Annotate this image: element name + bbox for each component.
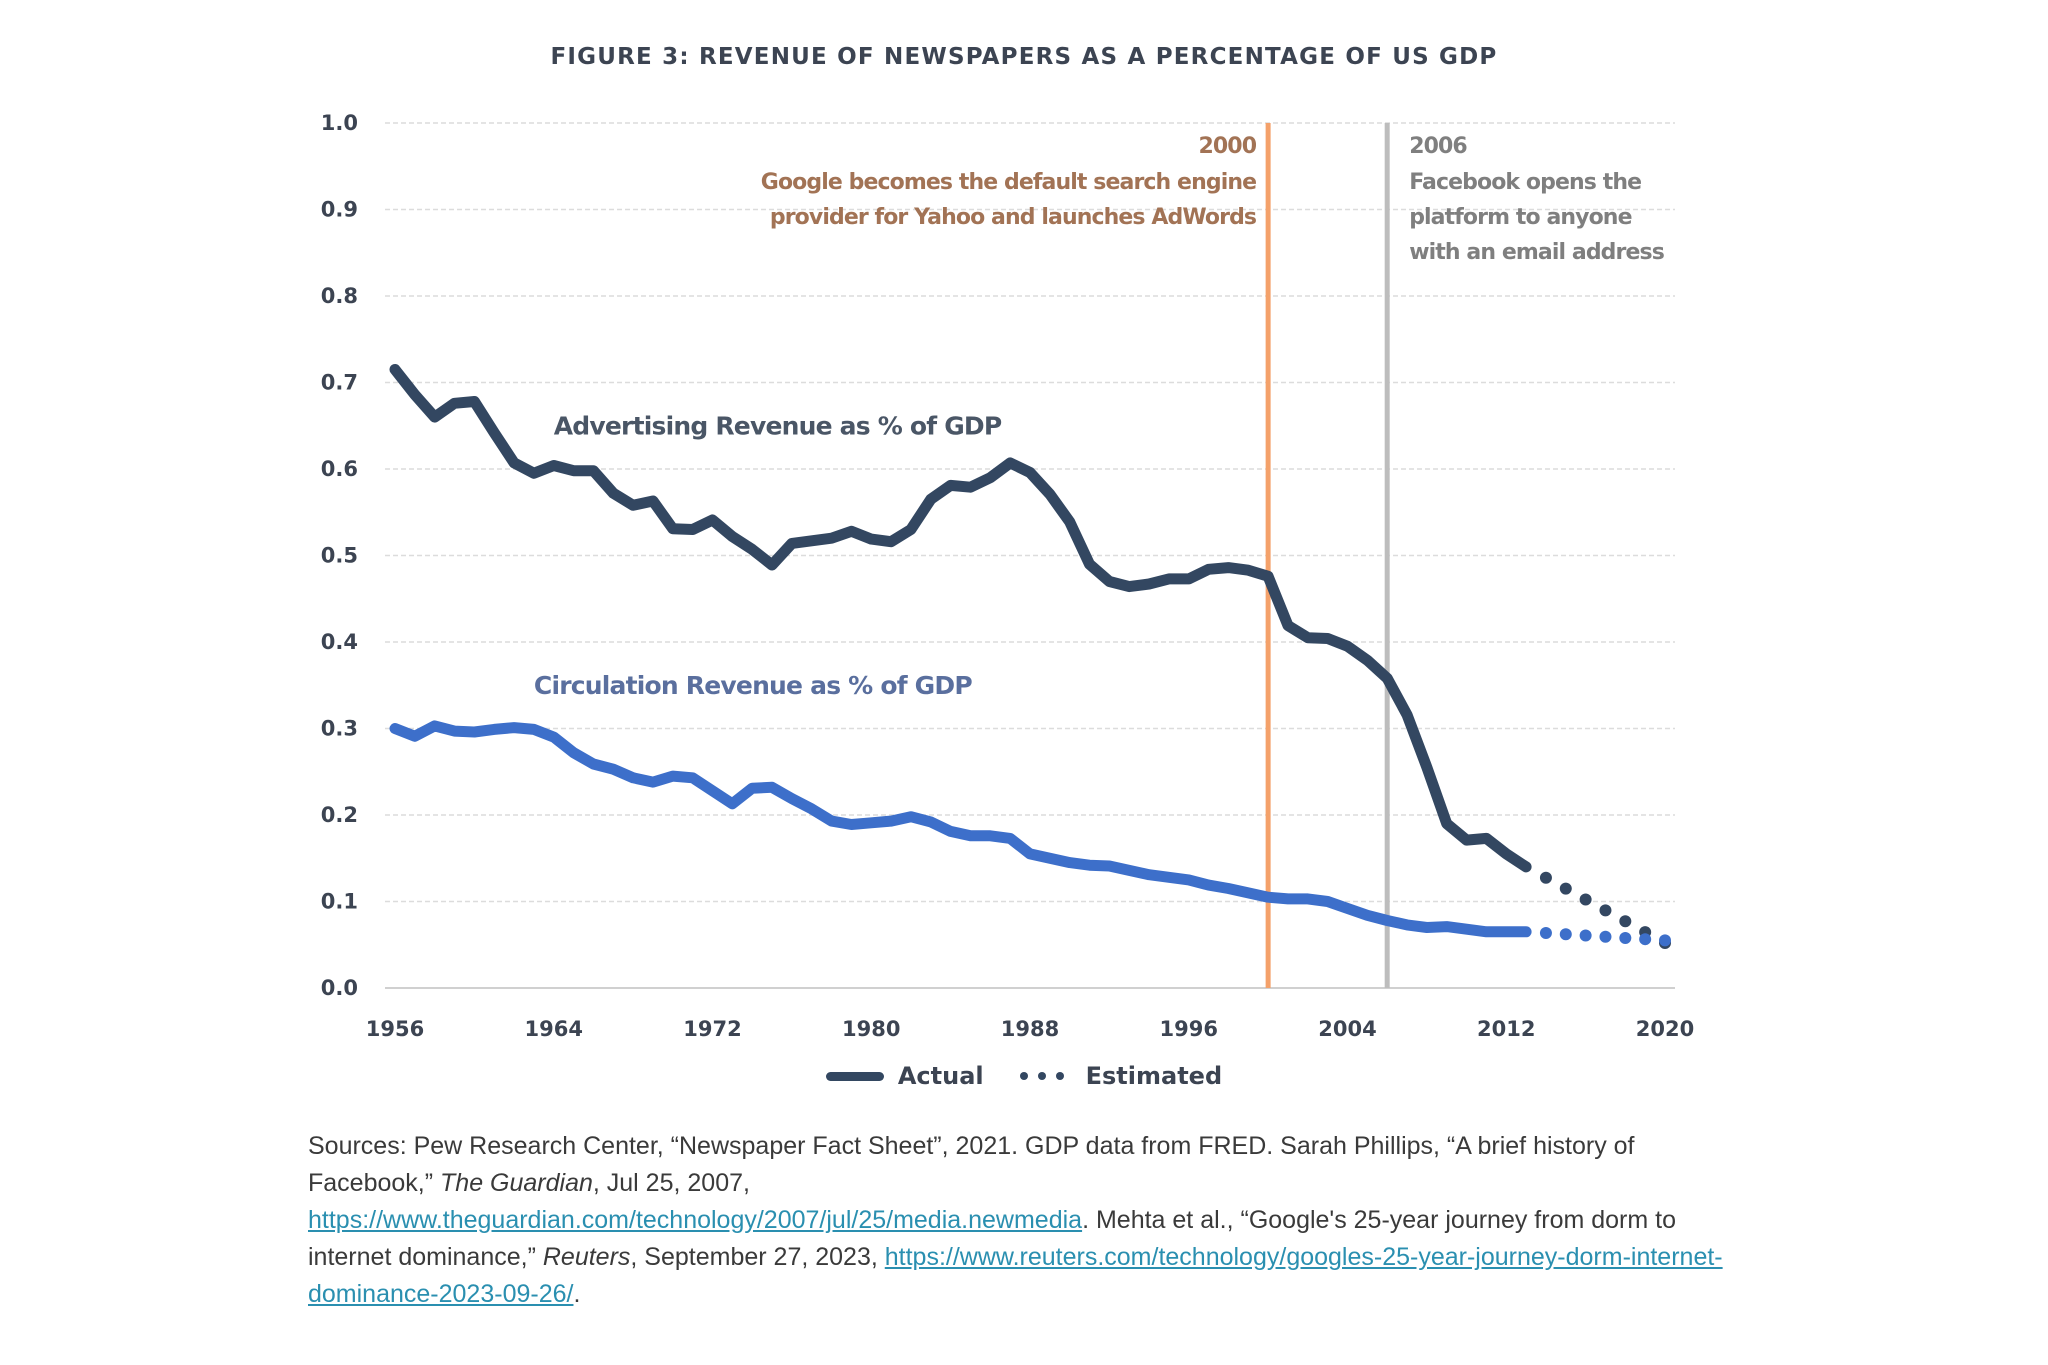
advertising-estimated-dot bbox=[1579, 893, 1592, 906]
y-tick-label: 0.3 bbox=[321, 717, 358, 741]
y-tick-label: 0.8 bbox=[321, 284, 358, 308]
sources-text-3: . Mehta et al., “Google's 25-year journe… bbox=[308, 1206, 1676, 1271]
google-year-label: 2000 bbox=[1198, 134, 1256, 159]
legend-actual-label: Actual bbox=[897, 1062, 984, 1090]
series-labels: Advertising Revenue as % of GDP Circulati… bbox=[534, 411, 1003, 700]
y-tick-label: 0.0 bbox=[321, 976, 358, 1000]
circulation-estimated-dot bbox=[1659, 934, 1671, 947]
advertising-estimated-dot bbox=[1599, 904, 1612, 917]
y-axis-ticks: 0.0 0.1 0.2 0.3 0.4 0.5 0.6 0.7 0.8 0.9 1.0 bbox=[321, 111, 358, 1000]
y-tick-label: 0.4 bbox=[321, 630, 358, 654]
chart-title: FIGURE 3: REVENUE OF NEWSPAPERS AS A PER… bbox=[550, 44, 1498, 70]
sources-text-5: . bbox=[573, 1280, 581, 1308]
sources-text-2: , Jul 25, 2007, bbox=[592, 1169, 750, 1197]
series-lines bbox=[389, 364, 1671, 950]
y-tick-label: 0.6 bbox=[321, 457, 358, 481]
y-tick-label: 0.1 bbox=[321, 890, 358, 914]
y-tick-label: 0.9 bbox=[321, 198, 358, 222]
gridlines bbox=[385, 122, 1675, 989]
y-tick-label: 0.7 bbox=[321, 371, 358, 395]
google-annotation-line: provider for Yahoo and launches AdWords bbox=[770, 205, 1257, 230]
sources-text-1: Sources: Pew Research Center, “Newspaper… bbox=[308, 1132, 1635, 1197]
facebook-annotation-line: Facebook opens the bbox=[1409, 170, 1641, 195]
y-tick-label: 0.5 bbox=[321, 544, 358, 568]
sources-note: Sources: Pew Research Center, “Newspaper… bbox=[308, 1128, 1728, 1313]
event-markers: 2000 Google becomes the default search en… bbox=[761, 123, 1666, 988]
x-tick-label: 1964 bbox=[525, 1017, 583, 1041]
reuters-title: Reuters bbox=[542, 1243, 631, 1271]
advertising-estimated-dot bbox=[1559, 882, 1572, 895]
x-tick-label: 2012 bbox=[1477, 1017, 1535, 1041]
circulation-estimated-dot bbox=[1639, 933, 1652, 946]
advertising-actual-line bbox=[389, 364, 1532, 873]
circulation-actual-line bbox=[389, 720, 1532, 938]
advertising-series-label: Advertising Revenue as % of GDP bbox=[554, 411, 1002, 440]
advertising-estimated-dot bbox=[1619, 915, 1632, 928]
facebook-year-label: 2006 bbox=[1409, 134, 1467, 159]
legend-estimated-swatch bbox=[1019, 1072, 1064, 1080]
x-tick-label: 1988 bbox=[1001, 1017, 1059, 1041]
circulation-estimated-dot bbox=[1599, 930, 1612, 943]
x-tick-label: 1996 bbox=[1160, 1017, 1218, 1041]
line-chart: 0.00.10.20.30.40.50.60.70.80.91.0 1956 19… bbox=[321, 111, 1694, 1041]
reuters-link[interactable]: https://www.reuters.com/technology/googl… bbox=[308, 1243, 1723, 1308]
circulation-estimated-dot bbox=[1539, 927, 1552, 940]
y-tick-label: 1.0 bbox=[321, 111, 358, 135]
legend-actual-swatch bbox=[825, 1071, 884, 1081]
facebook-annotation-line: platform to anyone bbox=[1409, 205, 1631, 230]
facebook-annotation-line: with an email address bbox=[1409, 240, 1665, 265]
x-tick-label: 2004 bbox=[1318, 1017, 1376, 1041]
guardian-title: The Guardian bbox=[440, 1169, 593, 1197]
circulation-series-label: Circulation Revenue as % of GDP bbox=[534, 671, 972, 700]
legend: Actual Estimated bbox=[0, 1062, 2048, 1090]
circulation-estimated-dot bbox=[1559, 928, 1572, 941]
sources-text-4: , September 27, 2023, bbox=[630, 1243, 885, 1271]
x-axis-ticks: 1956 1964 1972 1980 1988 1996 2004 2012 2020 bbox=[366, 1017, 1694, 1041]
x-tick-label: 1980 bbox=[842, 1017, 900, 1041]
x-tick-label: 1956 bbox=[366, 1017, 424, 1041]
advertising-estimated-dot bbox=[1539, 871, 1552, 884]
circulation-estimated-dot bbox=[1579, 929, 1592, 942]
circulation-estimated-dot bbox=[1619, 931, 1632, 944]
guardian-link[interactable]: https://www.theguardian.com/technology/2… bbox=[308, 1206, 1083, 1234]
google-annotation-line: Google becomes the default search engine bbox=[761, 170, 1256, 195]
legend-estimated-label: Estimated bbox=[1085, 1062, 1223, 1090]
x-tick-label: 2020 bbox=[1636, 1017, 1694, 1041]
y-tick-label: 0.2 bbox=[321, 803, 358, 827]
x-tick-label: 1972 bbox=[683, 1017, 741, 1041]
